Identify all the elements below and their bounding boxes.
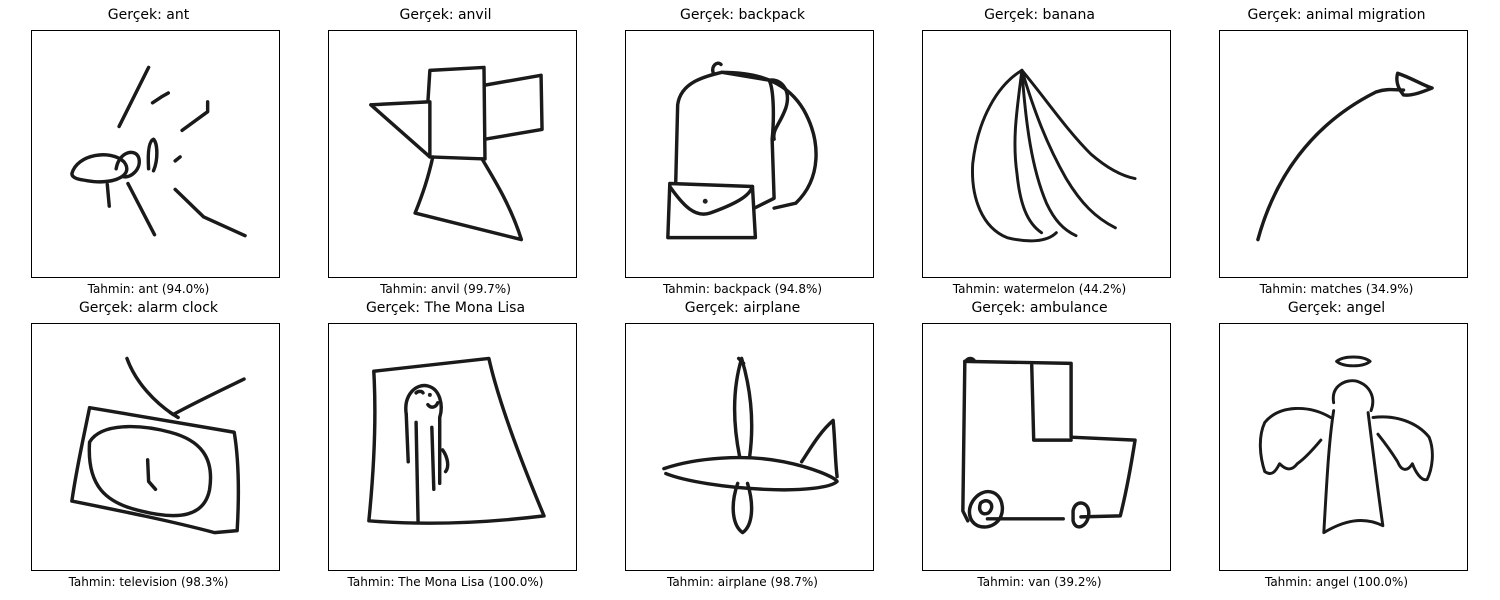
ambulance-doodle-icon	[961, 356, 1137, 529]
panel-caption: Tahmin: watermelon (44.2%)	[952, 282, 1127, 296]
panel-backpack: Gerçek: backpack Tahmin: backpack (94.8%…	[594, 0, 891, 296]
panel-caption: Tahmin: anvil (99.7%)	[380, 282, 511, 296]
panel-title: Gerçek: ambulance	[971, 300, 1108, 316]
panel-caption: Tahmin: van (39.2%)	[977, 575, 1102, 589]
doodle-frame	[625, 30, 874, 278]
doodle-frame	[625, 323, 874, 571]
panel-caption: Tahmin: angel (100.0%)	[1264, 575, 1408, 589]
angel-doodle-icon	[1258, 355, 1434, 535]
panel-title: Gerçek: airplane	[684, 300, 801, 316]
doodle-frame	[1219, 30, 1468, 278]
panel-title: Gerçek: banana	[984, 7, 1095, 23]
panel-mona-lisa: Gerçek: The Mona Lisa Tahmin: The Mona L…	[297, 293, 594, 589]
panel-title: Gerçek: animal migration	[1247, 7, 1426, 23]
panel-ant: Gerçek: ant Tahmin: ant (94.0%)	[0, 0, 297, 296]
panel-title: Gerçek: backpack	[679, 7, 806, 23]
doodle-frame	[31, 323, 280, 571]
panel-alarm-clock: Gerçek: alarm clock Tahmin: television (…	[0, 293, 297, 589]
doodle-frame	[1219, 323, 1468, 571]
backpack-doodle-icon	[666, 61, 818, 240]
ant-doodle-icon	[70, 65, 247, 238]
panel-title: Gerçek: The Mona Lisa	[365, 300, 526, 316]
doodle-frame	[922, 30, 1171, 278]
panel-caption: Tahmin: ant (94.0%)	[87, 282, 210, 296]
doodle-frame	[922, 323, 1171, 571]
banana-doodle-icon	[971, 68, 1137, 243]
panel-title: Gerçek: alarm clock	[78, 300, 219, 316]
panel-title: Gerçek: anvil	[399, 7, 492, 23]
panel-anvil: Gerçek: anvil Tahmin: anvil (99.7%)	[297, 0, 594, 296]
panel-animal-migration: Gerçek: animal migration Tahmin: matches…	[1188, 0, 1485, 296]
airplane-doodle-icon	[662, 356, 839, 535]
panel-caption: Tahmin: airplane (98.7%)	[666, 575, 818, 589]
doodle-frame	[31, 30, 280, 278]
panel-ambulance: Gerçek: ambulance Tahmin: van (39.2%)	[891, 293, 1188, 589]
anvil-doodle-icon	[369, 65, 544, 242]
panel-angel: Gerçek: angel Tahmin: angel (100.0%)	[1188, 293, 1485, 589]
panel-title: Gerçek: ant	[107, 7, 190, 23]
doodle-frame	[328, 30, 577, 278]
panel-airplane: Gerçek: airplane Tahmin: airplane (98.7%…	[594, 293, 891, 589]
panel-caption: Tahmin: The Mona Lisa (100.0%)	[347, 575, 544, 589]
doodle-frame	[328, 323, 577, 571]
panel-caption: Tahmin: television (98.3%)	[68, 575, 229, 589]
alarm-clock-doodle-icon	[70, 356, 246, 535]
animal-migration-doodle-icon	[1256, 71, 1434, 242]
mona-lisa-doodle-icon	[367, 356, 546, 525]
panel-caption: Tahmin: matches (34.9%)	[1259, 282, 1414, 296]
panel-banana: Gerçek: banana Tahmin: watermelon (44.2%…	[891, 0, 1188, 296]
panel-title: Gerçek: angel	[1287, 300, 1386, 316]
panel-caption: Tahmin: backpack (94.8%)	[662, 282, 823, 296]
